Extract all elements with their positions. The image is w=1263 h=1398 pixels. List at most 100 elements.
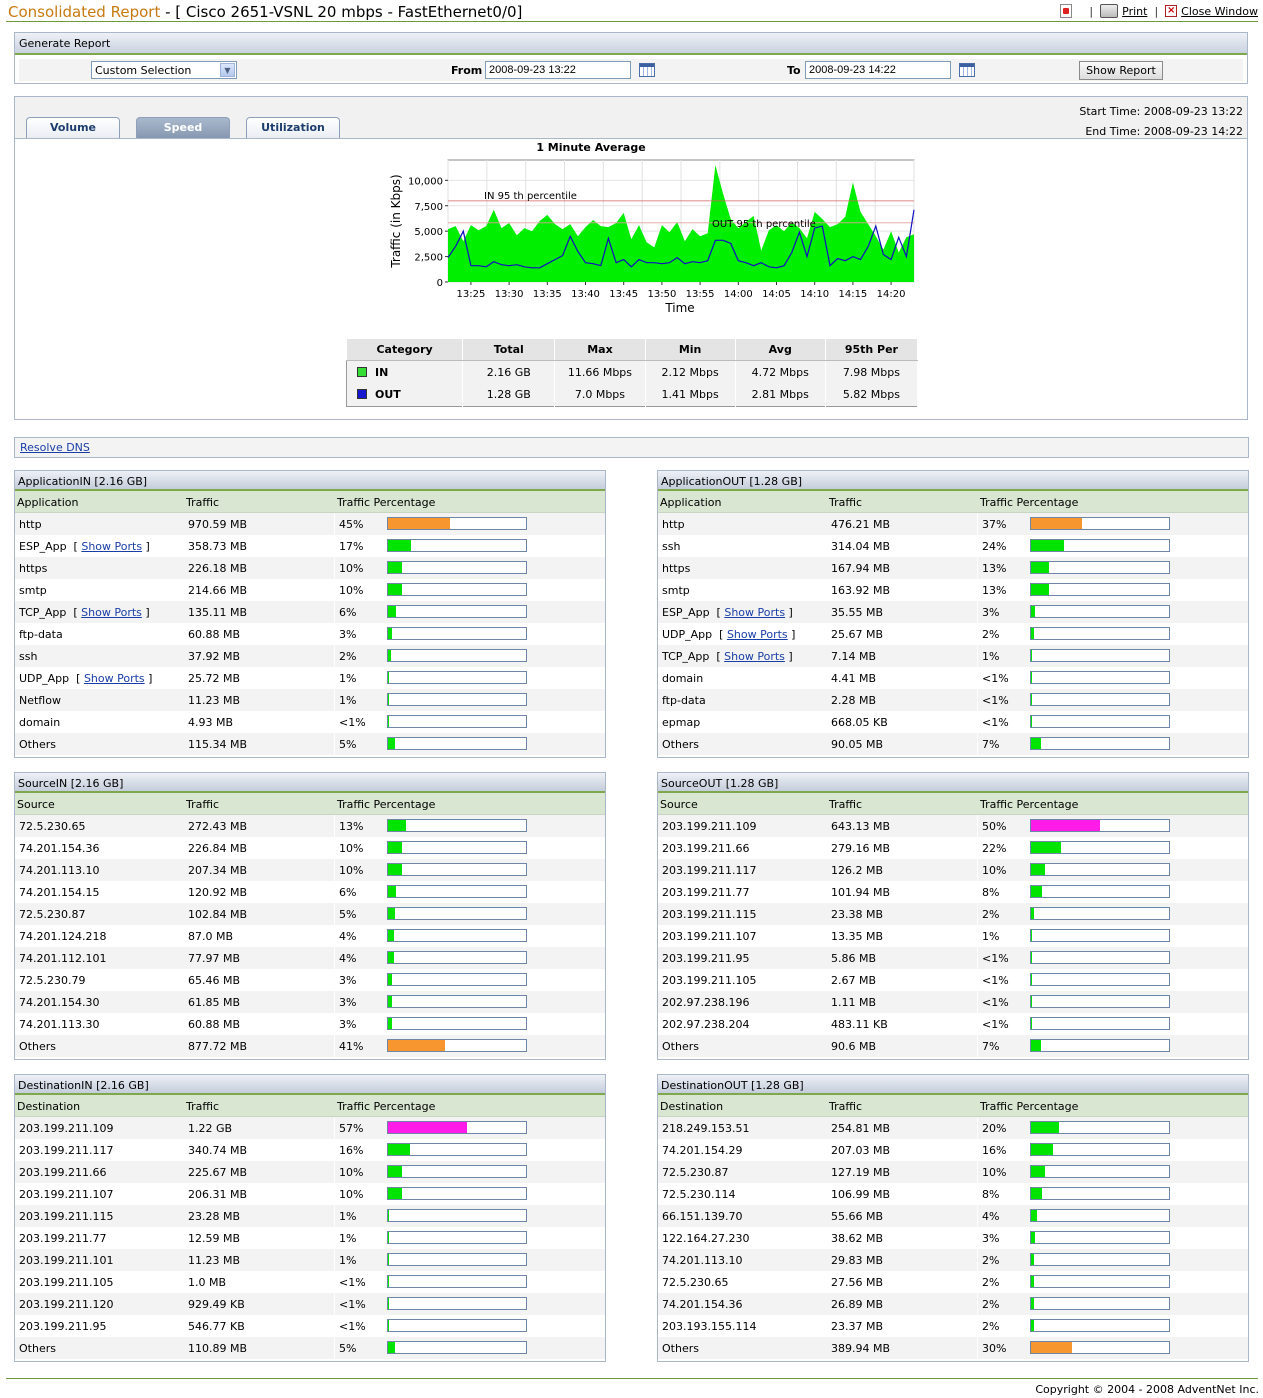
- row-percentage: 1%: [339, 1232, 357, 1245]
- footer-copyright: Copyright © 2004 - 2008 AdventNet Inc.: [1035, 1383, 1259, 1396]
- show-ports-link[interactable]: Show Ports: [724, 606, 786, 619]
- percentage-bar: [387, 907, 527, 920]
- show-ports-link[interactable]: Show Ports: [724, 650, 785, 663]
- row-name: Others: [19, 738, 56, 751]
- table-row: epmap 668.05 KB <1%: [658, 711, 1248, 733]
- x-tick-label: 14:20: [877, 289, 906, 300]
- column-divider: [334, 579, 335, 601]
- row-traffic: 1.0 MB: [188, 1276, 227, 1289]
- calendar-icon[interactable]: [639, 63, 655, 77]
- row-percentage: 6%: [339, 886, 357, 899]
- stats-category-label: IN: [375, 365, 389, 379]
- show-ports-link[interactable]: Show Ports: [83, 672, 145, 685]
- percentage-bar-fill: [388, 562, 402, 573]
- table-row: Others 90.6 MB 7%: [658, 1035, 1248, 1057]
- generate-report-panel: Generate Report Custom Selection ▼ From …: [14, 32, 1248, 84]
- row-name: epmap: [662, 716, 700, 729]
- percentage-bar: [1030, 715, 1170, 728]
- print-link[interactable]: Print: [1122, 4, 1148, 18]
- table-row: 72.5.230.65 27.56 MB 2%: [658, 1271, 1248, 1293]
- stats-category-label: OUT: [375, 388, 401, 402]
- x-tick-label: 14:10: [800, 289, 829, 300]
- table-row: http 970.59 MB 45%: [15, 513, 605, 535]
- row-name-label: 74.201.113.10: [19, 864, 100, 877]
- from-date-input[interactable]: [485, 61, 631, 79]
- row-name: 203.199.211.95: [19, 1320, 106, 1333]
- row-percentage: 30%: [982, 1342, 1007, 1355]
- pdf-export-icon[interactable]: [1060, 4, 1073, 18]
- table-row: Others 90.05 MB 7%: [658, 733, 1248, 755]
- table-row: smtp 214.66 MB 10%: [15, 579, 605, 601]
- show-ports-link[interactable]: Show Ports: [726, 628, 788, 641]
- tab-speed[interactable]: Speed: [136, 117, 230, 138]
- column-divider: [977, 1315, 978, 1337]
- panel-title: SourceIN [2.16 GB]: [15, 773, 605, 793]
- row-name-label: 202.97.238.196: [662, 996, 750, 1009]
- period-select[interactable]: Custom Selection ▼: [91, 61, 237, 79]
- row-traffic: 929.49 KB: [188, 1298, 245, 1311]
- row-percentage: 45%: [339, 518, 364, 531]
- column-divider: [334, 733, 335, 755]
- table-row: 74.201.154.15 120.92 MB 6%: [15, 881, 605, 903]
- show-ports-link[interactable]: Show Ports: [81, 540, 143, 553]
- row-name: 72.5.230.65: [19, 820, 85, 833]
- column-header-name: Destination: [17, 1100, 81, 1113]
- row-percentage: 37%: [982, 518, 1007, 531]
- percentage-bar: [387, 627, 527, 640]
- percentage-bar-fill: [1031, 996, 1032, 1007]
- tab-utilization[interactable]: Utilization: [246, 117, 340, 138]
- table-row: 74.201.154.30 61.85 MB 3%: [15, 991, 605, 1013]
- percentage-bar-fill: [1031, 1040, 1041, 1051]
- stats-avg: 4.72 Mbps: [735, 360, 826, 384]
- close-window-link[interactable]: Close Window: [1181, 4, 1258, 18]
- tab-volume[interactable]: Volume: [26, 117, 120, 138]
- to-date-input[interactable]: [805, 61, 951, 79]
- table-row: 203.199.211.105 1.0 MB <1%: [15, 1271, 605, 1293]
- percentage-bar: [387, 841, 527, 854]
- stats-max: 11.66 Mbps: [554, 360, 646, 384]
- show-ports-link[interactable]: Show Ports: [81, 606, 142, 619]
- x-tick-label: 13:50: [647, 289, 676, 300]
- row-percentage: 10%: [339, 864, 364, 877]
- column-divider: [334, 513, 335, 535]
- table-row: 203.199.211.109 643.13 MB 50%: [658, 815, 1248, 837]
- table-row: TCP_App [ Show Ports ] 135.11 MB 6%: [15, 601, 605, 623]
- sourceout-panel: SourceOUT [1.28 GB] Source Traffic Traff…: [657, 772, 1249, 1060]
- row-traffic: 127.19 MB: [831, 1166, 891, 1179]
- row-name: https: [19, 562, 47, 575]
- column-header-percentage: Traffic Percentage: [337, 1100, 436, 1113]
- chevron-down-icon[interactable]: ▼: [220, 63, 235, 77]
- percentage-bar: [387, 1319, 527, 1332]
- stats-category: IN: [346, 360, 464, 384]
- percentage-bar: [1030, 539, 1170, 552]
- table-row: 203.199.211.77 12.59 MB 1%: [15, 1227, 605, 1249]
- sourcein-panel: SourceIN [2.16 GB] Source Traffic Traffi…: [14, 772, 606, 1060]
- row-percentage: 2%: [339, 650, 357, 663]
- row-name-label: 203.199.211.115: [662, 908, 757, 921]
- column-header-name: Destination: [660, 1100, 724, 1113]
- resolve-dns-link[interactable]: Resolve DNS: [20, 441, 90, 454]
- row-percentage: 13%: [982, 584, 1007, 597]
- row-name-label: 72.5.230.79: [19, 974, 86, 987]
- row-name: Others: [662, 1040, 699, 1053]
- show-report-button[interactable]: Show Report: [1079, 61, 1163, 80]
- row-name-label: 203.199.211.77: [662, 886, 750, 899]
- column-divider: [977, 557, 978, 579]
- table-row: 203.199.211.95 546.77 KB <1%: [15, 1315, 605, 1337]
- close-icon[interactable]: ×: [1165, 5, 1178, 17]
- row-name-label: 203.199.211.115: [19, 1210, 114, 1223]
- column-header-traffic: Traffic: [829, 798, 863, 811]
- percentage-bar: [387, 1209, 527, 1222]
- y-tick-label: 7,500: [414, 202, 443, 213]
- row-percentage: <1%: [982, 716, 1009, 729]
- row-name-label: 203.199.211.66: [662, 842, 750, 855]
- row-percentage: 2%: [982, 908, 1000, 921]
- percentage-bar-fill: [1031, 650, 1032, 661]
- percentage-bar: [387, 995, 527, 1008]
- x-tick-label: 14:15: [838, 289, 867, 300]
- legend-swatch-out: [357, 389, 367, 400]
- calendar-icon[interactable]: [959, 63, 975, 77]
- printer-icon[interactable]: [1100, 4, 1119, 18]
- percentage-bar: [387, 1039, 527, 1052]
- row-percentage: 20%: [982, 1122, 1007, 1135]
